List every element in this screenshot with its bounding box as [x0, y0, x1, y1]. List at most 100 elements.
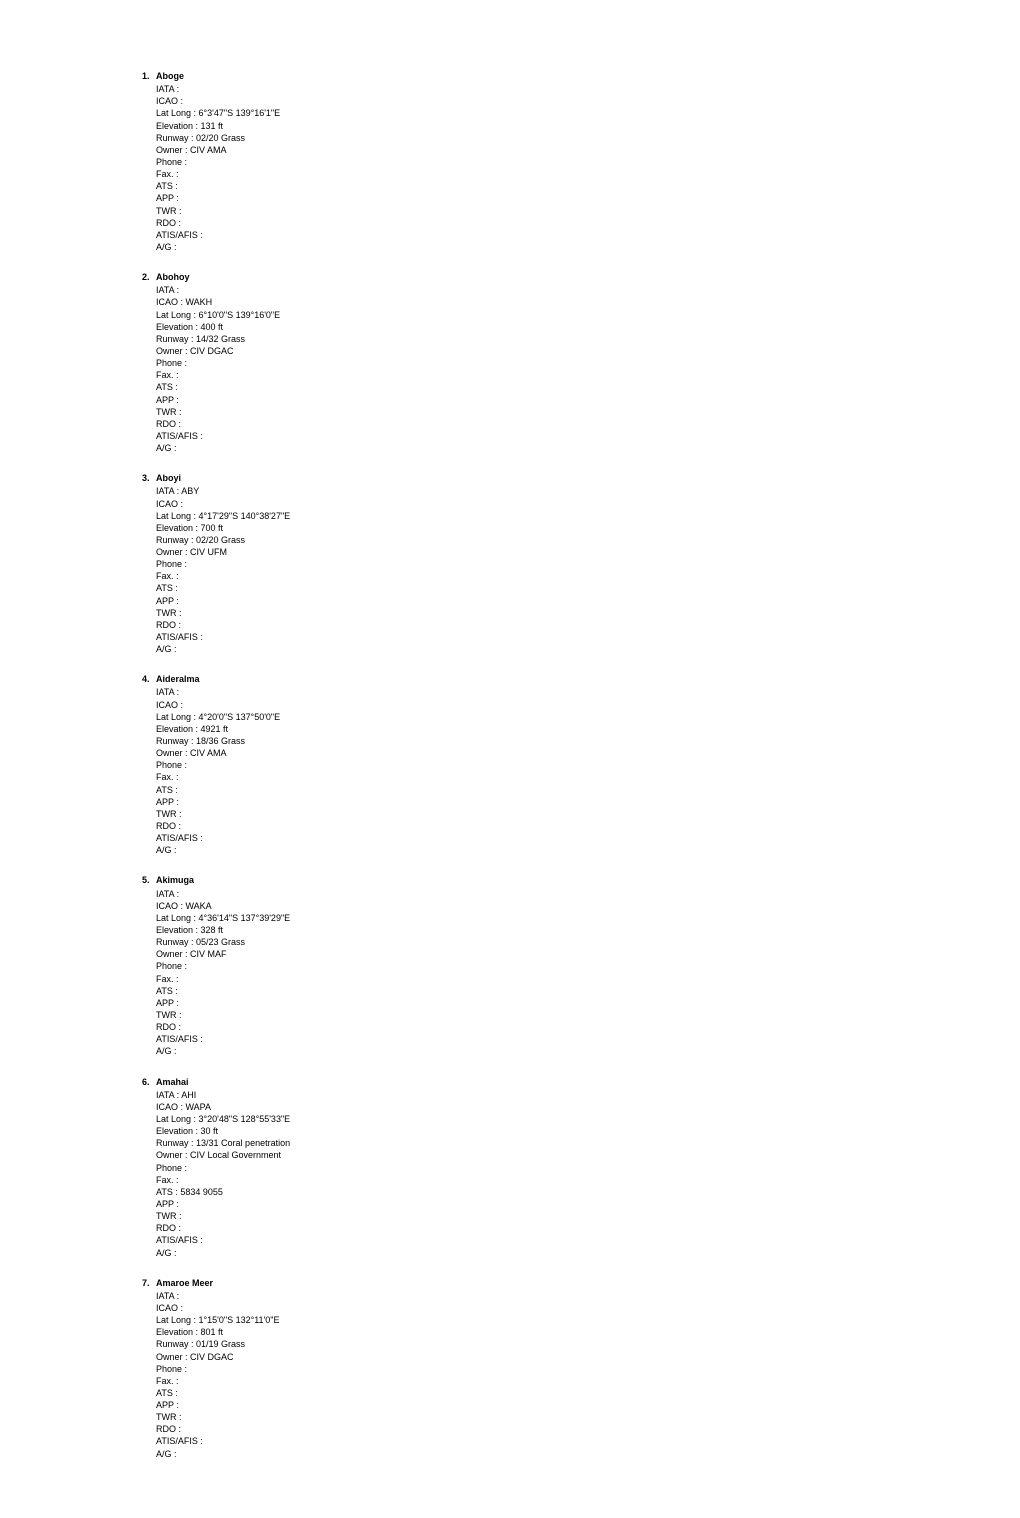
field-ats: ATS : 5834 9055 [156, 1186, 1020, 1198]
field-label-elevation: Elevation : [156, 121, 201, 131]
airport-name: Akimuga [156, 874, 1020, 886]
field-label-ag: A/G : [156, 845, 177, 855]
field-elevation: Elevation : 4921 ft [156, 723, 1020, 735]
field-value-owner: CIV Local Government [190, 1150, 281, 1160]
field-value-latlong: 4°20'0"S 137°50'0"E [199, 712, 281, 722]
field-runway: Runway : 01/19 Grass [156, 1338, 1020, 1350]
field-label-twr: TWR : [156, 206, 182, 216]
field-label-ats: ATS : [156, 583, 178, 593]
field-label-app: APP : [156, 998, 179, 1008]
field-value-latlong: 4°36'14"S 137°39'29"E [199, 913, 291, 923]
field-label-app: APP : [156, 1199, 179, 1209]
field-value-runway: 18/36 Grass [196, 736, 245, 746]
field-value-runway: 01/19 Grass [196, 1339, 245, 1349]
field-label-fax: Fax. : [156, 1376, 179, 1386]
field-label-fax: Fax. : [156, 571, 179, 581]
field-iata: IATA : ABY [156, 485, 1020, 497]
field-latlong: Lat Long : 4°17'29"S 140°38'27"E [156, 510, 1020, 522]
field-ats: ATS : [156, 381, 1020, 393]
field-label-iata: IATA : [156, 1291, 179, 1301]
field-label-elevation: Elevation : [156, 925, 201, 935]
field-label-ats: ATS : [156, 785, 178, 795]
field-value-elevation: 400 ft [201, 322, 224, 332]
field-ag: A/G : [156, 643, 1020, 655]
field-atisafis: ATIS/AFIS : [156, 1033, 1020, 1045]
field-atisafis: ATIS/AFIS : [156, 832, 1020, 844]
field-latlong: Lat Long : 3°20'48"S 128°55'33"E [156, 1113, 1020, 1125]
field-phone: Phone : [156, 1162, 1020, 1174]
field-value-latlong: 1°15'0"S 132°11'0"E [199, 1315, 280, 1325]
field-icao: ICAO : [156, 1302, 1020, 1314]
field-owner: Owner : CIV AMA [156, 144, 1020, 156]
field-label-iata: IATA : [156, 84, 179, 94]
field-fax: Fax. : [156, 1375, 1020, 1387]
field-label-atisafis: ATIS/AFIS : [156, 431, 203, 441]
field-label-twr: TWR : [156, 608, 182, 618]
field-label-icao: ICAO : [156, 901, 186, 911]
field-label-app: APP : [156, 1400, 179, 1410]
field-label-ats: ATS : [156, 181, 178, 191]
field-latlong: Lat Long : 4°36'14"S 137°39'29"E [156, 912, 1020, 924]
field-icao: ICAO : WAKA [156, 900, 1020, 912]
field-ats: ATS : [156, 784, 1020, 796]
airport-name: Aideralma [156, 673, 1020, 685]
field-ag: A/G : [156, 1247, 1020, 1259]
field-label-icao: ICAO : [156, 700, 183, 710]
field-label-icao: ICAO : [156, 1303, 183, 1313]
field-ag: A/G : [156, 241, 1020, 253]
field-value-icao: WAPA [186, 1102, 212, 1112]
field-label-atisafis: ATIS/AFIS : [156, 1235, 203, 1245]
field-label-latlong: Lat Long : [156, 310, 199, 320]
field-twr: TWR : [156, 205, 1020, 217]
field-value-owner: CIV MAF [190, 949, 227, 959]
field-label-fax: Fax. : [156, 1175, 179, 1185]
field-latlong: Lat Long : 4°20'0"S 137°50'0"E [156, 711, 1020, 723]
airport-entry: Amaroe MeerIATA : ICAO : Lat Long : 1°15… [152, 1277, 1020, 1460]
field-phone: Phone : [156, 960, 1020, 972]
field-twr: TWR : [156, 607, 1020, 619]
field-label-rdo: RDO : [156, 1424, 181, 1434]
field-label-elevation: Elevation : [156, 322, 201, 332]
field-value-elevation: 328 ft [201, 925, 224, 935]
field-value-runway: 05/23 Grass [196, 937, 245, 947]
field-owner: Owner : CIV Local Government [156, 1149, 1020, 1161]
field-label-app: APP : [156, 193, 179, 203]
field-runway: Runway : 05/23 Grass [156, 936, 1020, 948]
airport-name: Aboge [156, 70, 1020, 82]
field-label-owner: Owner : [156, 145, 190, 155]
field-label-runway: Runway : [156, 1138, 196, 1148]
field-rdo: RDO : [156, 820, 1020, 832]
field-label-phone: Phone : [156, 358, 187, 368]
field-runway: Runway : 13/31 Coral penetration [156, 1137, 1020, 1149]
field-label-icao: ICAO : [156, 297, 186, 307]
field-phone: Phone : [156, 759, 1020, 771]
field-value-latlong: 6°3'47"S 139°16'1"E [199, 108, 281, 118]
field-label-owner: Owner : [156, 547, 190, 557]
field-label-atisafis: ATIS/AFIS : [156, 632, 203, 642]
field-elevation: Elevation : 131 ft [156, 120, 1020, 132]
field-label-fax: Fax. : [156, 772, 179, 782]
field-app: APP : [156, 192, 1020, 204]
field-icao: ICAO : [156, 95, 1020, 107]
field-latlong: Lat Long : 6°3'47"S 139°16'1"E [156, 107, 1020, 119]
airport-name: Amaroe Meer [156, 1277, 1020, 1289]
field-label-atisafis: ATIS/AFIS : [156, 1436, 203, 1446]
field-value-owner: CIV DGAC [190, 1352, 234, 1362]
field-value-runway: 13/31 Coral penetration [196, 1138, 290, 1148]
field-ag: A/G : [156, 1045, 1020, 1057]
field-label-phone: Phone : [156, 961, 187, 971]
field-label-fax: Fax. : [156, 974, 179, 984]
field-value-latlong: 3°20'48"S 128°55'33"E [199, 1114, 291, 1124]
field-elevation: Elevation : 30 ft [156, 1125, 1020, 1137]
airport-name: Abohoy [156, 271, 1020, 283]
field-twr: TWR : [156, 808, 1020, 820]
field-label-ag: A/G : [156, 242, 177, 252]
field-label-elevation: Elevation : [156, 1126, 201, 1136]
field-label-phone: Phone : [156, 157, 187, 167]
field-rdo: RDO : [156, 418, 1020, 430]
field-label-latlong: Lat Long : [156, 108, 199, 118]
field-owner: Owner : CIV MAF [156, 948, 1020, 960]
field-label-elevation: Elevation : [156, 1327, 201, 1337]
field-ag: A/G : [156, 844, 1020, 856]
field-label-runway: Runway : [156, 535, 196, 545]
